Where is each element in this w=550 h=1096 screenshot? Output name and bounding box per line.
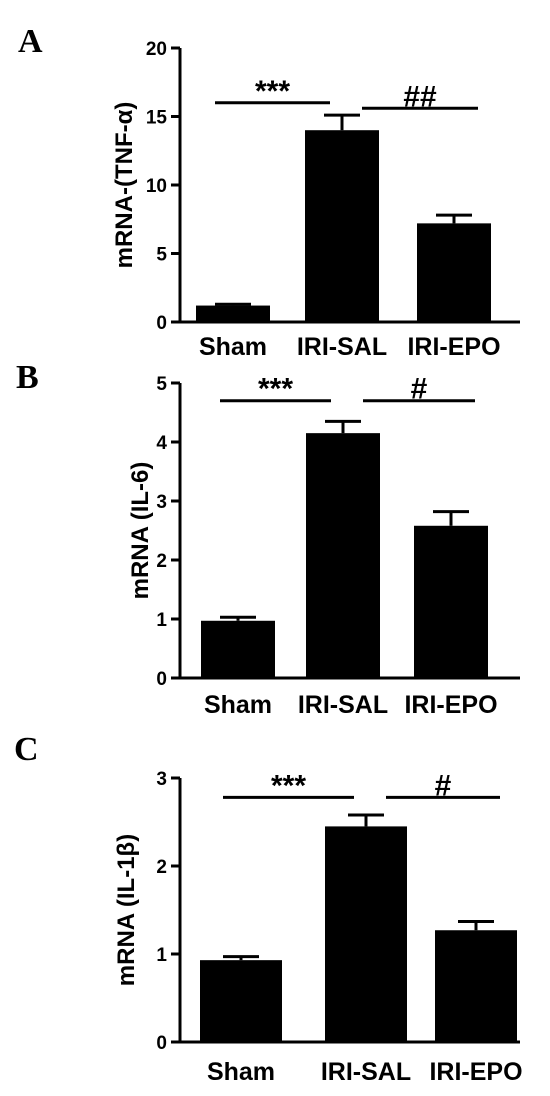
significance-label: *** <box>255 75 290 108</box>
y-tick-label: 0 <box>156 313 167 334</box>
y-tick-label: 1 <box>156 945 167 966</box>
category-label: IRI-EPO <box>429 1058 522 1086</box>
category-label: IRI-EPO <box>407 333 500 361</box>
bar-sham <box>196 305 270 322</box>
category-label: IRI-SAL <box>321 1058 411 1086</box>
y-tick-label: 2 <box>156 857 167 878</box>
significance-label: # <box>435 769 452 802</box>
significance-label: *** <box>271 769 306 802</box>
panel-letter: B <box>16 359 39 396</box>
y-tick-label: 5 <box>156 374 167 395</box>
y-tick-label: 4 <box>156 433 167 454</box>
bar-iri-sal <box>306 433 380 678</box>
y-axis-label: mRNA-(TNF-α) <box>111 102 138 269</box>
bar-iri-epo <box>417 223 491 322</box>
y-tick-label: 0 <box>156 1033 167 1054</box>
panel-letter: C <box>14 731 39 768</box>
panel-letter: A <box>18 23 43 60</box>
y-tick-label: 10 <box>146 176 167 197</box>
bar-iri-epo <box>435 930 517 1042</box>
bar-iri-sal <box>325 826 407 1042</box>
panel-c: C 0 1 2 3 mRNA (IL-1β) Sham IRI-SAL IRI-EPO *** # <box>14 731 523 1086</box>
panel-b: B 0 1 2 3 4 5 mRNA (IL-6) Sham IRI-SAL IRI-EPO *** # <box>16 359 520 719</box>
y-tick-label: 0 <box>156 669 167 690</box>
y-tick-label: 15 <box>146 108 168 129</box>
significance-label: *** <box>258 373 293 406</box>
y-tick-label: 3 <box>156 492 167 513</box>
y-tick-label: 1 <box>156 610 167 631</box>
y-tick-label: 20 <box>146 39 167 60</box>
significance-label: ## <box>403 80 437 113</box>
significance-label: # <box>411 373 428 406</box>
y-axis-label: mRNA (IL-1β) <box>113 834 140 986</box>
category-label: Sham <box>204 691 272 719</box>
y-tick-label: 5 <box>156 245 167 266</box>
panel-a: A 0 5 10 15 20 mRNA-(TNF-α) Sham IRI-SAL IRI-EPO *… <box>18 23 520 361</box>
category-label: IRI-SAL <box>298 691 388 719</box>
bar-iri-sal <box>305 130 379 322</box>
bar-sham <box>200 960 282 1042</box>
category-label: Sham <box>207 1058 275 1086</box>
category-label: IRI-SAL <box>297 333 387 361</box>
y-tick-label: 3 <box>156 769 167 790</box>
y-tick-label: 2 <box>156 551 167 572</box>
y-axis-label: mRNA (IL-6) <box>127 462 154 600</box>
category-label: Sham <box>199 333 267 361</box>
category-label: IRI-EPO <box>404 691 497 719</box>
bar-sham <box>201 620 275 678</box>
bar-iri-epo <box>414 525 488 678</box>
